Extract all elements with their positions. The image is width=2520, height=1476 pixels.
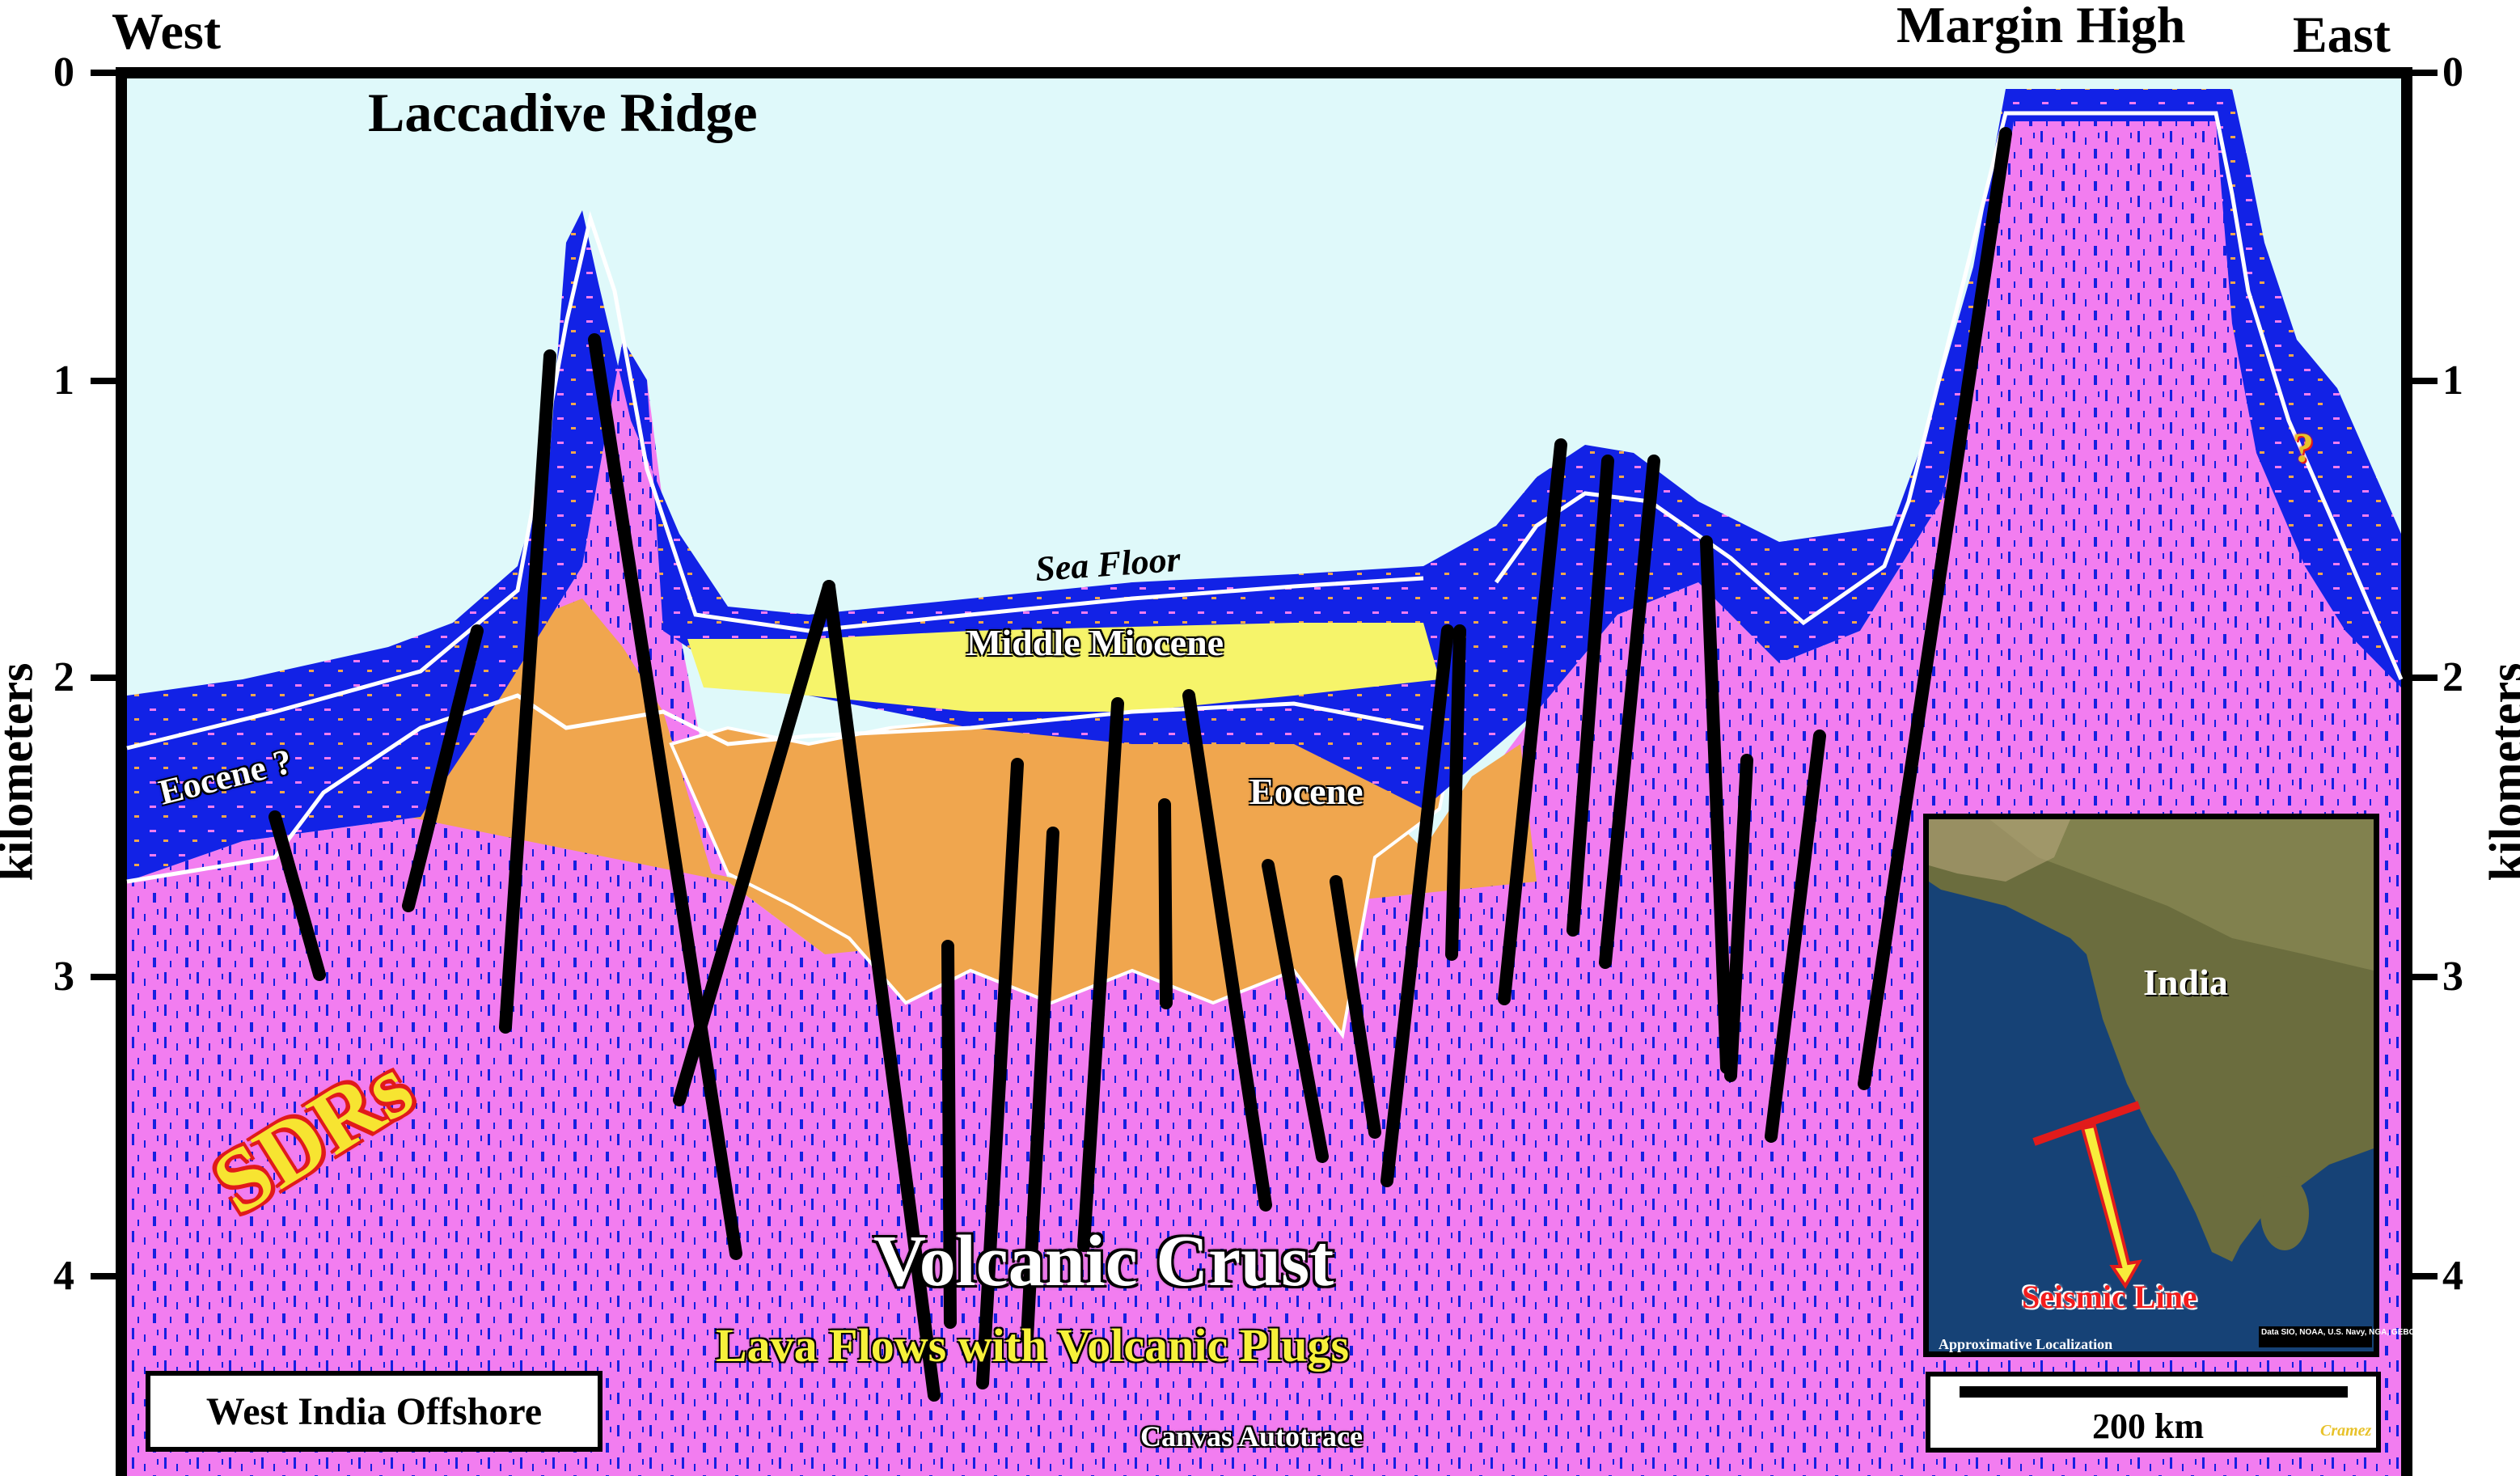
margin-high-horizon	[1494, 111, 2404, 680]
fault-lines	[268, 127, 2012, 1402]
left-tick-0: 0	[53, 49, 74, 95]
lava-flows-label: Lava Flows with Volcanic Plugs	[716, 1319, 1350, 1372]
west-label: West	[112, 2, 222, 60]
eocene-label: Eocene	[1249, 771, 1364, 812]
left-axis-ticks	[91, 70, 121, 1279]
right-axis-ticks	[2407, 70, 2438, 1279]
middle-miocene-label: Middle Miocene	[966, 622, 1224, 663]
right-tick-3: 3	[2442, 954, 2463, 1000]
inset-attribution: Data SIO, NOAA, U.S. Navy, NGA, GEBCO	[2261, 1328, 2421, 1337]
middle-miocene-layer	[687, 623, 1440, 712]
right-tick-1: 1	[2442, 357, 2463, 404]
inset-map	[1923, 814, 2379, 1357]
inset-seismic-line-label: Seismic Line	[2022, 1279, 2197, 1315]
sea-floor-horizon	[126, 210, 1424, 751]
scale-bar-box: 200 km Cramez	[1926, 1372, 2381, 1453]
right-tick-4: 4	[2442, 1253, 2463, 1299]
right-axis-title: kilometers	[2480, 662, 2520, 882]
question-mark-label: ?	[2293, 425, 2314, 472]
left-tick-2: 2	[53, 654, 74, 700]
scale-bar	[1960, 1386, 2348, 1398]
laccadive-ridge-label: Laccadive Ridge	[368, 82, 758, 143]
left-tick-3: 3	[53, 954, 74, 1000]
eocene-top-horizon	[126, 693, 1424, 884]
author-credit: Cramez	[2320, 1422, 2372, 1440]
canvas-autotrace-label: Canvas Autotrace	[1140, 1420, 1363, 1453]
scale-bar-label: 200 km	[2092, 1406, 2205, 1446]
left-tick-4: 4	[53, 1253, 74, 1299]
margin-high-label: Margin High	[1896, 0, 2186, 53]
inset-india-label: India	[2143, 962, 2228, 1003]
inset-localization-label: Approximative Localization	[1939, 1336, 2113, 1352]
left-tick-1: 1	[53, 357, 74, 404]
seismic-line-mark	[2032, 1101, 2141, 1146]
volcanic-crust-body	[127, 121, 2401, 1476]
sri-lanka	[2260, 1176, 2309, 1250]
volcanic-crust-label: Volcanic Crust	[873, 1221, 1334, 1301]
seismic-arrow	[2080, 1123, 2142, 1289]
left-axis-title: kilometers	[0, 662, 43, 882]
right-tick-0: 0	[2442, 49, 2463, 95]
sediment-blue-layer	[127, 89, 2401, 882]
east-label: East	[2293, 6, 2391, 63]
region-box: West India Offshore	[146, 1371, 603, 1452]
right-tick-2: 2	[2442, 654, 2463, 700]
